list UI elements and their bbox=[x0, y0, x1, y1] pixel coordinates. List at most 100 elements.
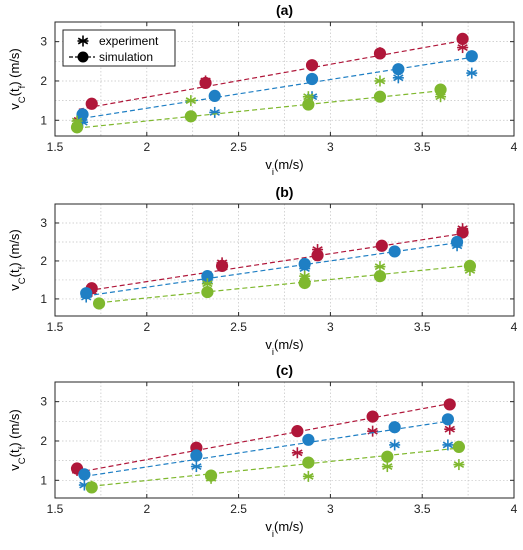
simulation-point bbox=[298, 257, 311, 271]
experiment-point bbox=[78, 479, 90, 491]
experiment-point bbox=[302, 470, 314, 482]
x-tick-label: 2.5 bbox=[230, 140, 247, 154]
simulation-point bbox=[366, 410, 379, 423]
legend: experiment simulation bbox=[62, 29, 176, 67]
fit-line-blue bbox=[84, 420, 448, 477]
simulation-point bbox=[85, 97, 98, 110]
x-axis-label: vi(m/s) bbox=[265, 519, 303, 540]
y-tick-label: 3 bbox=[40, 216, 47, 230]
x-tick-label: 3.5 bbox=[414, 320, 431, 334]
experiment-point bbox=[291, 447, 303, 459]
experiment-point bbox=[453, 459, 465, 471]
x-tick-label: 1.5 bbox=[47, 140, 64, 154]
experiment-point bbox=[444, 423, 456, 435]
simulation-point bbox=[381, 450, 394, 463]
simulation-point bbox=[388, 245, 401, 258]
fit-line-red bbox=[78, 39, 469, 110]
series-green bbox=[70, 75, 447, 134]
x-tick-label: 3 bbox=[327, 140, 334, 154]
simulation-point bbox=[201, 285, 214, 299]
asterisk-icon bbox=[77, 35, 89, 47]
experiment-point bbox=[466, 67, 478, 79]
simulation-point bbox=[76, 108, 89, 121]
simulation-point bbox=[465, 50, 478, 63]
x-axis: 1.5 2 2.5 3 3.5 4 vi(m/s) bbox=[47, 382, 518, 540]
y-tick-label: 1 bbox=[40, 113, 47, 127]
legend-dot bbox=[77, 51, 89, 63]
axes-box bbox=[54, 21, 515, 137]
simulation-point bbox=[184, 110, 197, 123]
axes-box bbox=[54, 203, 515, 317]
y-axis: 1 2 3 vC(tf) (m/s) bbox=[7, 216, 514, 306]
simulation-point bbox=[443, 398, 456, 411]
series-green bbox=[85, 440, 466, 494]
y-tick-label: 3 bbox=[40, 35, 47, 49]
simulation-point bbox=[456, 32, 469, 46]
simulation-point bbox=[85, 481, 98, 494]
y-tick-label: 3 bbox=[40, 395, 47, 409]
experiment-point bbox=[435, 91, 447, 103]
fit-line-green bbox=[99, 264, 470, 304]
simulation-point bbox=[373, 47, 387, 60]
x-tick-label: 3.5 bbox=[414, 502, 431, 516]
fit-line-red bbox=[87, 233, 463, 292]
experiment-point bbox=[442, 439, 454, 451]
simulation-point bbox=[305, 72, 319, 86]
x-tick-label: 4 bbox=[511, 320, 518, 334]
series-green bbox=[92, 259, 477, 310]
simulation-point bbox=[302, 98, 315, 111]
simulation-point bbox=[392, 63, 405, 76]
simulation-point bbox=[78, 468, 91, 481]
simulation-point bbox=[373, 270, 387, 283]
panel-title: (b) bbox=[276, 184, 294, 200]
simulation-point bbox=[311, 249, 324, 262]
y-axis: 1 2 3 vC(tf) (m/s) bbox=[7, 395, 514, 487]
x-tick-label: 2.5 bbox=[230, 320, 247, 334]
fit-line-red bbox=[76, 403, 450, 474]
y-tick-label: 1 bbox=[40, 292, 47, 306]
experiment-point bbox=[374, 261, 386, 273]
x-tick-label: 1.5 bbox=[47, 320, 64, 334]
y-tick-label: 2 bbox=[40, 74, 47, 88]
filled-circle-with-line-icon bbox=[69, 51, 95, 63]
x-tick-label: 2 bbox=[143, 320, 150, 334]
experiment-point bbox=[190, 461, 202, 473]
experiment-point bbox=[209, 106, 221, 118]
y-tick-label: 2 bbox=[40, 254, 47, 268]
simulation-point bbox=[463, 259, 477, 272]
axes-box bbox=[54, 381, 515, 499]
simulation-point bbox=[190, 449, 203, 462]
y-axis: 1 2 3 vC(tf) (m/s) bbox=[7, 35, 514, 127]
x-tick-label: 3.5 bbox=[414, 140, 431, 154]
experiment-point bbox=[374, 75, 386, 87]
y-tick-label: 1 bbox=[40, 473, 47, 487]
chart-panel-1: (a) 1.5 2 2.5 3 3.5 4 vi(m/s) 1 2 3 vC(tf) (m/s) exp… bbox=[7, 2, 518, 178]
chart-panel-2: (b) 1.5 2 2.5 3 3.5 4 vi(m/s) 1 2 3 vC(tf) (m/s) bbox=[7, 184, 518, 358]
simulation-point bbox=[92, 297, 106, 310]
experiment-point bbox=[201, 278, 213, 290]
x-tick-label: 1.5 bbox=[47, 502, 64, 516]
x-tick-label: 2.5 bbox=[230, 502, 247, 516]
simulation-point bbox=[452, 440, 466, 453]
simulation-point bbox=[70, 121, 84, 134]
y-axis-label: vC(tf) (m/s) bbox=[7, 48, 28, 110]
simulation-point bbox=[373, 90, 387, 103]
simulation-point bbox=[456, 226, 469, 239]
y-axis-label: vC(tf) (m/s) bbox=[7, 229, 28, 291]
simulation-point bbox=[215, 259, 229, 272]
x-tick-label: 4 bbox=[511, 502, 518, 516]
simulation-point bbox=[375, 239, 388, 252]
simulation-point bbox=[298, 276, 311, 290]
x-tick-label: 3 bbox=[327, 502, 334, 516]
simulation-point bbox=[199, 76, 212, 90]
simulation-point bbox=[305, 59, 319, 72]
x-axis-label: vi(m/s) bbox=[265, 157, 303, 178]
x-tick-label: 3 bbox=[327, 320, 334, 334]
experiment-point bbox=[381, 461, 393, 473]
simulation-point bbox=[302, 433, 315, 446]
series-red bbox=[70, 398, 456, 476]
x-axis: 1.5 2 2.5 3 3.5 4 vi(m/s) bbox=[47, 204, 518, 358]
simulation-point bbox=[208, 89, 221, 103]
simulation-point bbox=[450, 235, 464, 249]
